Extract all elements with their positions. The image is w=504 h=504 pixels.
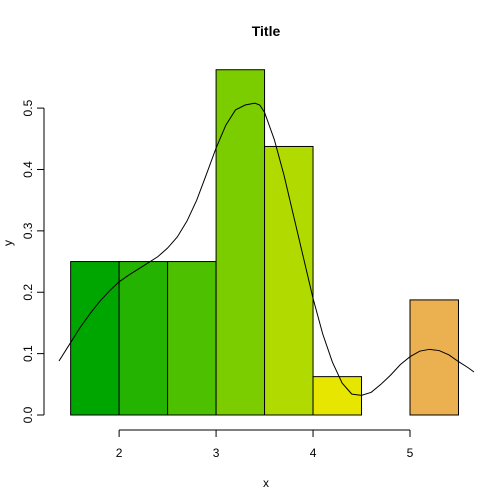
histogram-bar-3 xyxy=(167,261,217,416)
y-axis: 0.0 0.1 0.2 0.3 0.4 0.5 xyxy=(21,99,45,423)
histogram-bar-5 xyxy=(264,145,314,416)
x-axis-label: x xyxy=(263,476,269,490)
histogram-bars xyxy=(70,69,459,416)
histogram-bar-2 xyxy=(118,261,169,416)
y-tick-label: 0.3 xyxy=(21,222,35,239)
y-tick-label: 0.2 xyxy=(21,284,35,301)
density-curve xyxy=(58,102,475,396)
x-tick-label: 5 xyxy=(407,446,414,460)
histogram-bar-4 xyxy=(215,69,266,416)
y-tick-label: 0.5 xyxy=(21,99,35,116)
x-tick-label: 3 xyxy=(213,446,220,460)
y-tick-label: 0.0 xyxy=(21,406,35,423)
y-tick-label: 0.4 xyxy=(21,161,35,178)
x-tick-label: 2 xyxy=(116,446,123,460)
histogram-bar-1 xyxy=(70,261,120,416)
y-tick-label: 0.1 xyxy=(21,345,35,362)
x-axis: 2 3 4 5 xyxy=(116,429,414,460)
histogram-bar-6 xyxy=(312,376,363,416)
x-tick-label: 4 xyxy=(310,446,317,460)
histogram-bar-8 xyxy=(409,299,459,416)
y-axis-label: y xyxy=(1,240,15,246)
chart-title: Title xyxy=(252,23,281,39)
